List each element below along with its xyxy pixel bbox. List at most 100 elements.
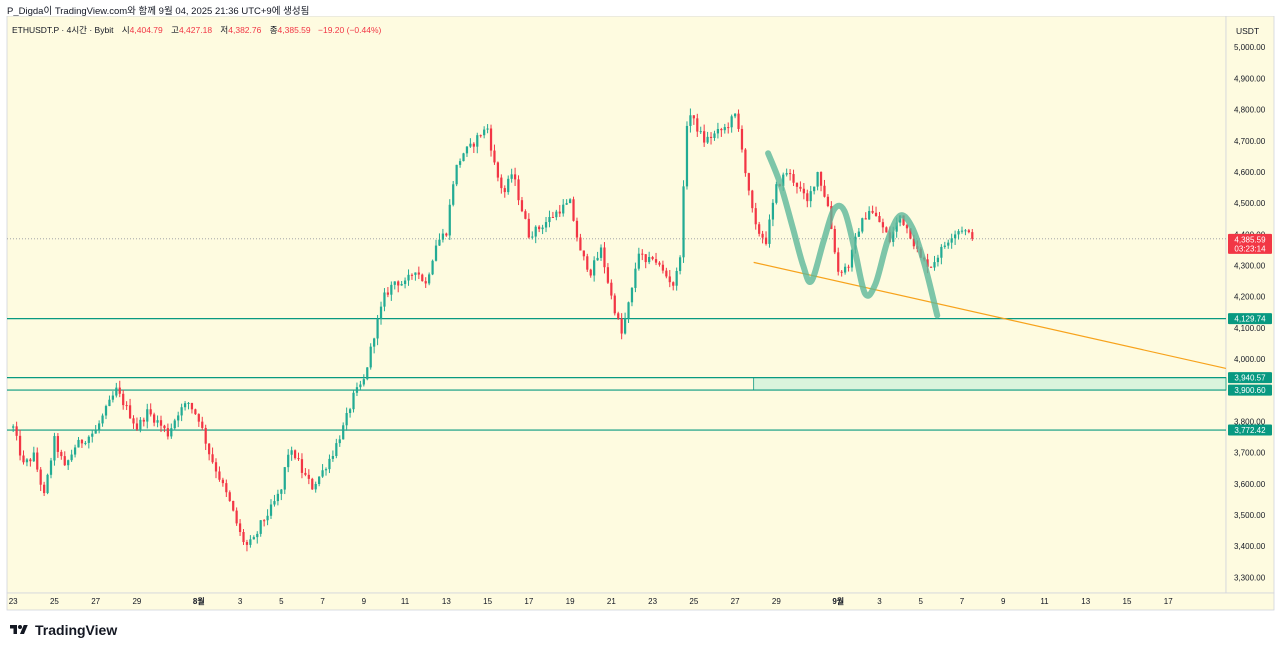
candle-body xyxy=(472,143,475,147)
candle-body xyxy=(758,224,761,234)
candle-body xyxy=(194,409,197,415)
time-axis: 23 25 27 29 8월 3 5 7 9 11 13 15 17 19 21 23 25 27 29 9월 3 5 7 9… xyxy=(9,596,1174,606)
candle-body xyxy=(623,318,627,334)
candle-body xyxy=(276,493,280,502)
ohlc-legend: ETHUSDT.P · 4시간 · Bybit 시4,404.79 고4,427… xyxy=(12,24,381,36)
candle-body xyxy=(43,484,46,494)
candle-body xyxy=(720,129,723,131)
candle-body xyxy=(445,233,448,236)
candle-body xyxy=(613,295,616,314)
candle-body xyxy=(713,133,716,138)
candle-body xyxy=(94,429,97,434)
candle-body xyxy=(582,250,585,257)
time-tick-label: 5 xyxy=(279,597,284,606)
chart-frame[interactable]: 5,000.00 4,900.00 4,800.00 4,700.00 4,600.00… xyxy=(0,16,1280,612)
candle-body xyxy=(513,174,517,180)
candle-body xyxy=(266,515,269,521)
price-tick-label: 4,500.00 xyxy=(1234,199,1266,208)
candle-body xyxy=(751,190,754,209)
candle-body xyxy=(971,232,974,239)
candle-body xyxy=(156,420,159,423)
time-tick-label: 8월 xyxy=(193,596,205,606)
candle-body xyxy=(630,287,634,303)
candle-body xyxy=(507,178,510,193)
candle-body xyxy=(338,439,341,444)
candle-body xyxy=(293,450,297,459)
candle-body xyxy=(63,456,66,466)
tradingview-branding: TradingView xyxy=(9,622,117,638)
time-tick-label: 29 xyxy=(772,597,781,606)
trendline-layer xyxy=(753,261,1227,370)
time-tick-label: 29 xyxy=(132,597,141,606)
price-tick-label: 4,200.00 xyxy=(1234,293,1266,302)
candle-body xyxy=(390,284,393,295)
candle-body xyxy=(744,149,747,174)
time-tick-label: 15 xyxy=(483,597,492,606)
candle-body xyxy=(36,452,39,470)
candle-body xyxy=(833,228,836,253)
candle-body xyxy=(318,476,321,484)
candle-body xyxy=(32,452,35,462)
candle-body xyxy=(799,186,802,189)
candle-body xyxy=(957,231,960,235)
time-tick-label: 9 xyxy=(1001,597,1006,606)
candle-body xyxy=(342,425,345,440)
candle-body xyxy=(424,281,427,284)
time-tick-label: 7 xyxy=(960,597,965,606)
candle-body xyxy=(214,462,218,472)
candle-body xyxy=(407,274,410,281)
candle-body xyxy=(496,162,500,178)
candle-body xyxy=(586,256,589,270)
candle-body xyxy=(926,259,929,267)
candle-body xyxy=(70,454,73,461)
time-tick-label: 7 xyxy=(320,597,325,606)
candle-body xyxy=(434,245,438,261)
candle-body xyxy=(802,188,805,194)
price-tick-label: 3,700.00 xyxy=(1234,449,1266,458)
candle-body xyxy=(287,454,290,468)
candle-body xyxy=(15,426,18,436)
candle-body xyxy=(431,260,434,275)
time-tick-label: 25 xyxy=(689,597,698,606)
candle-body xyxy=(256,533,259,538)
candle-body xyxy=(80,439,84,444)
candle-body xyxy=(56,436,59,452)
candle-body xyxy=(847,266,850,268)
price-tick-label: 4,600.00 xyxy=(1234,168,1266,177)
candle-body xyxy=(843,266,847,273)
candle-body xyxy=(393,281,396,285)
price-chart[interactable]: 5,000.00 4,900.00 4,800.00 4,700.00 4,600.00… xyxy=(0,16,1280,612)
candle-body xyxy=(661,264,665,271)
level-price-tag-bg xyxy=(1228,313,1272,325)
symbol-label: ETHUSDT.P · 4시간 · Bybit xyxy=(12,25,114,35)
candle-body xyxy=(874,212,878,217)
price-axis-background xyxy=(1225,16,1275,594)
candle-body xyxy=(366,367,369,380)
candle-body xyxy=(355,387,359,393)
time-tick-label: 25 xyxy=(50,597,59,606)
candle-body xyxy=(177,415,180,421)
candle-body xyxy=(204,427,207,444)
candle-body xyxy=(259,520,262,534)
candle-body xyxy=(73,447,77,455)
candle-body xyxy=(458,161,462,165)
candle-body xyxy=(548,216,551,223)
chart-header-text: P_Digda이 TradingView.com와 함께 9월 04, 2025… xyxy=(7,6,310,17)
candle-body xyxy=(816,172,819,187)
time-axis-background xyxy=(6,592,1275,611)
time-tick-label: 9월 xyxy=(832,596,844,606)
candle-body xyxy=(311,478,314,490)
candle-body xyxy=(39,469,42,485)
price-labels-layer: 4,129.74 3,940.57 3,900.60 3,772.42 4,385.59… xyxy=(1228,233,1272,436)
currency-label[interactable]: USDT xyxy=(1236,26,1260,36)
candle-body xyxy=(905,225,909,229)
candle-body xyxy=(809,191,812,202)
candle-body xyxy=(417,272,420,275)
candle-body xyxy=(218,471,221,480)
candle-body xyxy=(403,280,407,285)
candle-body xyxy=(768,219,771,244)
candle-body xyxy=(747,173,750,191)
candle-body xyxy=(269,504,273,516)
candle-body xyxy=(476,135,479,147)
candle-body xyxy=(823,185,826,197)
